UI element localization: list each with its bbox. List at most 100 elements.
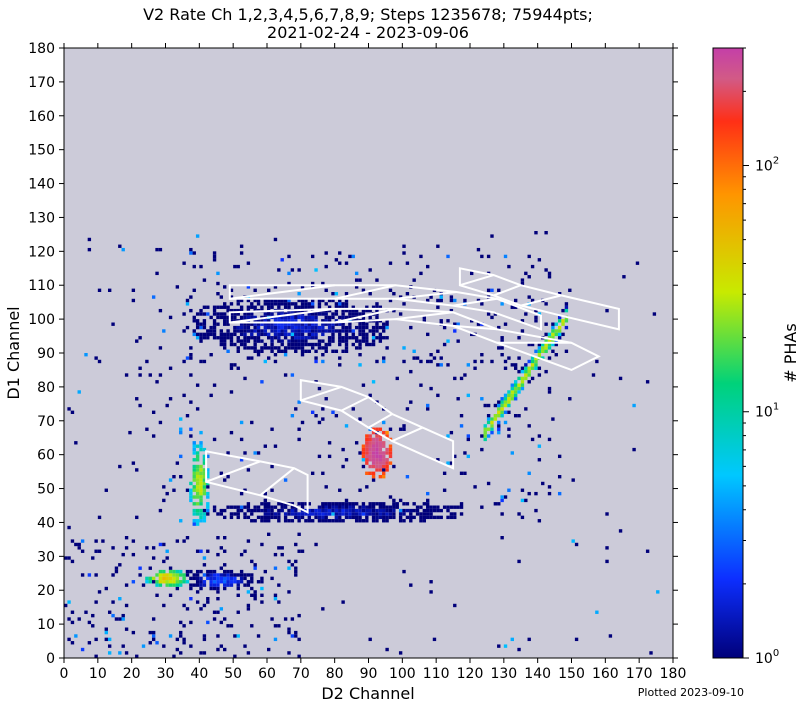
heatmap-cell	[385, 322, 389, 326]
heatmap-cell	[216, 312, 220, 316]
heatmap-cell	[206, 312, 210, 316]
heatmap-cell	[199, 447, 203, 452]
selection-box-divider	[395, 291, 457, 300]
heatmap-cell	[195, 522, 200, 526]
heatmap-cell	[236, 610, 240, 614]
heatmap-cell	[470, 319, 474, 323]
heatmap-cell	[236, 329, 240, 333]
heatmap-cell	[287, 508, 291, 513]
heatmap-cell	[422, 519, 427, 523]
selection-box-divider	[334, 284, 396, 300]
heatmap-cell	[280, 508, 284, 513]
heatmap-cell	[94, 356, 98, 360]
heatmap-cell	[304, 336, 308, 340]
heatmap-cell	[91, 624, 95, 628]
heatmap-cell	[70, 641, 75, 645]
heatmap-cell	[541, 481, 545, 486]
heatmap-cell	[172, 576, 176, 581]
heatmap-cell	[219, 295, 224, 299]
heatmap-cell	[250, 576, 254, 581]
heatmap-cell	[179, 634, 183, 638]
heatmap-cell	[385, 647, 389, 652]
y-tick-label: 10	[37, 617, 55, 633]
heatmap-cell	[517, 336, 521, 340]
heatmap-cell	[371, 332, 376, 337]
heatmap-cell	[294, 349, 298, 353]
heatmap-cell	[463, 373, 467, 377]
heatmap-cell	[304, 339, 308, 343]
heatmap-cell	[449, 505, 454, 509]
heatmap-cell	[287, 298, 291, 303]
heatmap-cell	[500, 397, 504, 401]
heatmap-cell	[131, 552, 136, 557]
heatmap-cell	[283, 325, 288, 330]
heatmap-cell	[250, 420, 254, 425]
heatmap-cell	[219, 339, 224, 343]
heatmap-cell	[209, 586, 213, 591]
heatmap-cell	[260, 580, 264, 584]
heatmap-cell	[195, 580, 200, 584]
heatmap-cell	[605, 512, 609, 516]
heatmap-cell	[277, 322, 281, 326]
selection-box-divider	[368, 413, 393, 429]
heatmap-cell	[280, 502, 284, 506]
heatmap-cell	[321, 359, 325, 364]
heatmap-cell	[426, 491, 430, 496]
heatmap-cell	[388, 288, 393, 292]
heatmap-cell	[118, 244, 122, 248]
heatmap-cell	[375, 329, 379, 333]
heatmap-cell	[537, 373, 542, 377]
heatmap-cell	[378, 458, 383, 462]
heatmap-cell	[314, 312, 318, 316]
heatmap-cell	[324, 505, 328, 509]
heatmap-cell	[348, 312, 352, 316]
heatmap-cell	[348, 502, 352, 506]
heatmap-cell	[151, 637, 156, 642]
heatmap-cell	[172, 654, 176, 658]
heatmap-cell	[107, 610, 112, 614]
heatmap-cell	[175, 586, 180, 591]
heatmap-cell	[436, 458, 440, 462]
heatmap-cell	[229, 573, 234, 577]
heatmap-cell	[520, 319, 525, 323]
heatmap-cell	[185, 536, 190, 540]
heatmap-cell	[385, 505, 389, 509]
heatmap-cell	[429, 515, 433, 520]
heatmap-cell	[277, 315, 281, 320]
heatmap-cell	[358, 508, 362, 513]
heatmap-cell	[480, 302, 484, 306]
heatmap-cell	[365, 461, 369, 465]
heatmap-cell	[202, 322, 207, 326]
heatmap-cell	[246, 329, 251, 333]
selection-box-divider	[340, 396, 369, 412]
heatmap-cell	[226, 308, 230, 313]
heatmap-cell	[368, 308, 372, 313]
heatmap-cell	[317, 305, 322, 309]
heatmap-cell	[520, 366, 525, 370]
heatmap-cell	[338, 502, 342, 506]
heatmap-cell	[294, 512, 298, 516]
heatmap-cell	[239, 508, 244, 513]
heatmap-cell	[348, 505, 352, 509]
heatmap-cell	[246, 298, 251, 303]
heatmap-cell	[547, 491, 552, 496]
heatmap-cell	[233, 329, 237, 333]
heatmap-cell	[480, 397, 484, 401]
heatmap-cell	[307, 502, 311, 506]
heatmap-cell	[314, 512, 318, 516]
heatmap-cell	[510, 393, 514, 398]
heatmap-cell	[524, 363, 528, 367]
heatmap-cell	[239, 437, 244, 442]
heatmap-cell	[162, 576, 166, 581]
heatmap-cell	[537, 349, 542, 353]
heatmap-cell	[402, 424, 406, 428]
heatmap-cell	[595, 610, 599, 614]
heatmap-cell	[307, 349, 311, 353]
heatmap-cell	[503, 400, 508, 404]
heatmap-cell	[189, 620, 193, 625]
heatmap-cell	[233, 315, 237, 320]
heatmap-cell	[656, 590, 660, 594]
heatmap-cell	[165, 549, 169, 553]
heatmap-cell	[419, 383, 423, 387]
heatmap-cell	[77, 546, 81, 550]
